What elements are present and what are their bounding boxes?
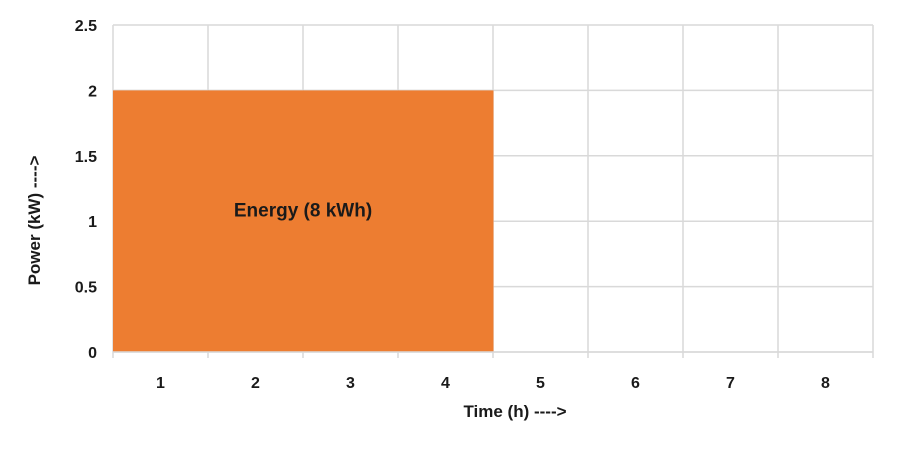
x-axis-title: Time (h) ----> — [463, 402, 566, 421]
energy-annotation: Energy (8 kWh) — [234, 201, 372, 222]
y-tick-label: 1 — [88, 214, 97, 231]
x-tick-label: 3 — [346, 375, 355, 392]
x-tick-label: 6 — [631, 375, 640, 392]
x-tick-label: 7 — [726, 375, 735, 392]
y-tick-label: 2 — [88, 83, 97, 100]
x-tick-label: 4 — [441, 375, 450, 392]
y-axis-ticks: 0 0.5 1 1.5 2 2.5 — [75, 18, 97, 362]
area-segment — [303, 90, 399, 353]
area-segment — [113, 90, 209, 353]
plot-area — [113, 90, 494, 353]
area-segment — [208, 90, 304, 353]
y-tick-label: 0 — [88, 345, 97, 362]
y-tick-label: 1.5 — [75, 149, 97, 166]
x-tick-label: 1 — [156, 375, 165, 392]
x-tick-label: 2 — [251, 375, 260, 392]
y-axis-title: Power (kW) ----> — [25, 156, 44, 286]
x-axis-ticks: 1 2 3 4 5 6 7 8 — [112, 351, 874, 392]
x-tick-label: 8 — [821, 375, 830, 392]
x-tick-label: 5 — [536, 375, 545, 392]
y-tick-label: 2.5 — [75, 18, 97, 35]
area-segment — [398, 90, 494, 353]
y-tick-label: 0.5 — [75, 280, 97, 297]
